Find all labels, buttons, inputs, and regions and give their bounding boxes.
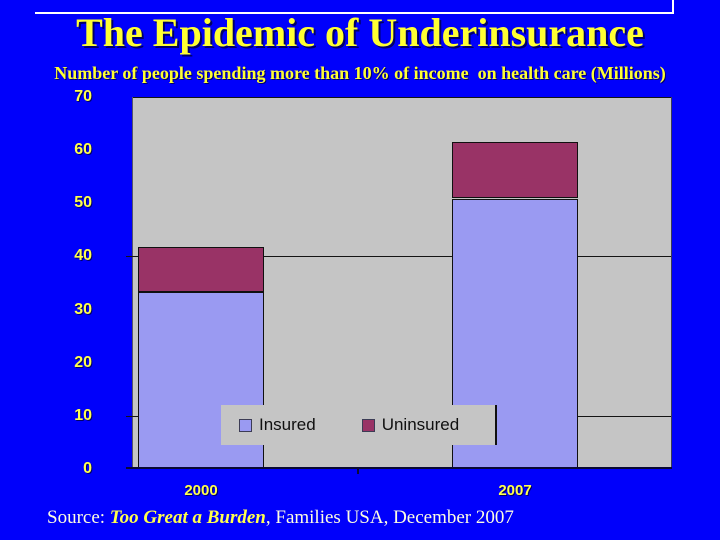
source-prefix: Source: (47, 507, 110, 528)
legend-swatch-uninsured (361, 418, 375, 432)
y-tick-label: 0 (83, 460, 92, 477)
y-tick-label: 10 (74, 406, 92, 424)
legend-label: Insured (259, 415, 316, 434)
x-axis-line (126, 467, 672, 469)
gridline (133, 97, 671, 98)
chart-subtitle: Number of people spending more than 10% … (54, 63, 666, 83)
y-tick-label: 50 (74, 194, 92, 212)
y-tick-label: 60 (74, 141, 92, 159)
y-axis-tick (126, 415, 133, 417)
slide-title: The Epidemic of Underinsurance (76, 10, 644, 55)
legend-item-uninsured: Uninsured (361, 415, 460, 435)
x-axis-label-2000: 2000 (184, 482, 218, 499)
x-axis-label-2007: 2007 (498, 482, 532, 499)
legend-label: Uninsured (381, 415, 460, 434)
bar-2000-uninsured (138, 247, 264, 293)
y-tick-label: 20 (74, 353, 92, 371)
source-suffix: , Families USA, December 2007 (265, 507, 514, 528)
chart-legend: Insured Uninsured (221, 405, 497, 445)
y-axis-line (132, 97, 133, 469)
source-report-title: Too Great a Burden (109, 507, 266, 528)
bar-2007-uninsured (452, 141, 578, 199)
y-tick-label: 40 (74, 247, 92, 265)
y-tick-label: 70 (74, 88, 92, 105)
gridline (133, 256, 671, 258)
y-axis-tick (126, 256, 133, 258)
source-line: Source: Too Great a Burden, Families USA… (47, 507, 514, 529)
title-border-line (35, 0, 674, 14)
x-axis-category-tick (357, 469, 359, 474)
y-tick-label: 30 (74, 300, 92, 318)
legend-item-insured: Insured (239, 415, 316, 435)
legend-swatch-insured (239, 418, 252, 432)
